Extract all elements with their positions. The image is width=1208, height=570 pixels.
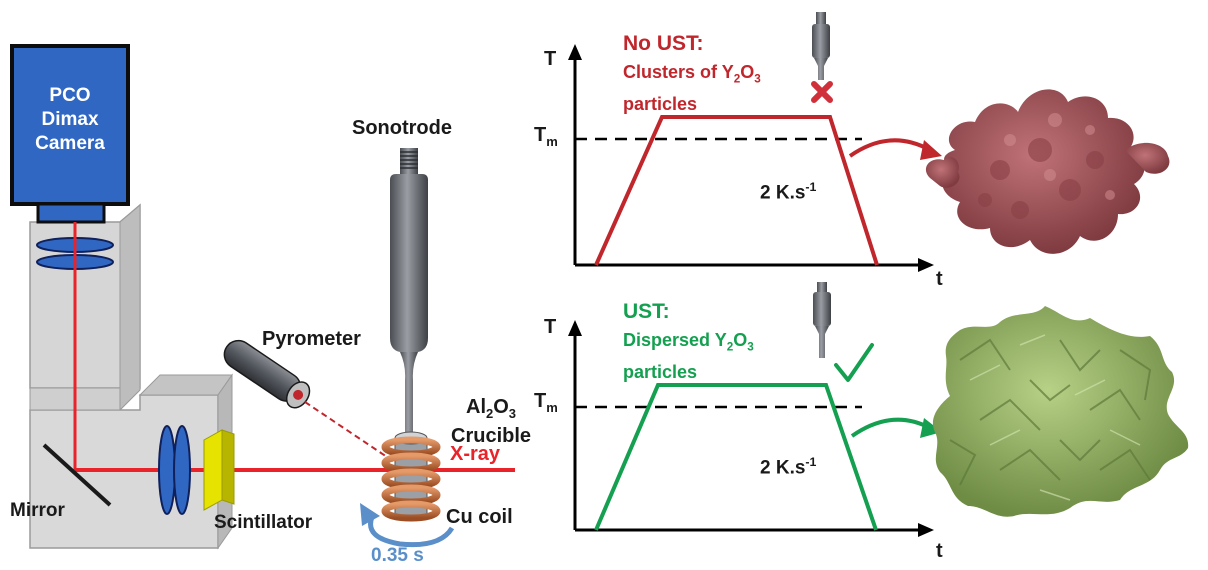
no-ust-cross-icon <box>811 81 833 103</box>
camera-body <box>10 44 130 224</box>
scintillator-label: Scintillator <box>214 512 313 533</box>
top-time-axis-label: t <box>936 268 943 290</box>
cooling-plot-bottom <box>568 320 942 537</box>
y2o3-dispersed-image <box>932 306 1189 517</box>
sonotrode-small-bottom-icon <box>813 282 831 358</box>
crucible-coil-icon <box>381 431 441 522</box>
bottom-rate-label: 2 K.s-1 <box>760 455 817 479</box>
sonotrode-icon <box>390 148 428 438</box>
top-tm-label: Tm <box>534 124 558 149</box>
cooling-plot-top <box>568 44 942 272</box>
sonotrode-small-top-icon <box>812 12 830 80</box>
rotation-label: 0.35 s <box>371 545 424 566</box>
rotation-arrow-icon <box>360 503 455 548</box>
camera-label-line3: Camera <box>35 133 105 154</box>
cu-coil-label: Cu coil <box>446 506 513 528</box>
top-rate-label: 2 K.s-1 <box>760 180 817 204</box>
xray-beam <box>73 222 515 472</box>
mirror-label: Mirror <box>10 500 65 521</box>
bottom-time-axis-label: t <box>936 540 943 562</box>
scintillator-icon <box>203 429 235 511</box>
top-temperature-axis-label: T <box>544 48 557 70</box>
xray-label: X-ray <box>450 443 501 465</box>
ust-check-icon <box>834 343 874 382</box>
ust-title: UST: <box>623 300 670 323</box>
objective-lens-icon <box>158 425 191 515</box>
crucible-label: Al2O3 Crucible <box>451 396 532 447</box>
bottom-temperature-axis-label: T <box>544 316 557 338</box>
pyrometer-sightline <box>304 401 397 464</box>
y2o3-cluster-image <box>925 89 1170 254</box>
no-ust-title: No UST: <box>623 32 704 55</box>
camera-label-line2: Dimax <box>41 109 99 130</box>
ust-description: Dispersed Y2O3 particles <box>623 330 754 382</box>
crucible-word: Crucible <box>451 425 532 447</box>
camera-label-line1: PCO <box>49 85 91 106</box>
pyrometer-icon <box>223 339 311 409</box>
sonotrode-label: Sonotrode <box>352 117 452 139</box>
pyrometer-label: Pyrometer <box>262 328 361 350</box>
mirror-icon <box>42 443 112 507</box>
no-ust-description: Clusters of Y2O3 particles <box>623 62 761 114</box>
bottom-tm-label: Tm <box>534 390 558 415</box>
camera-label: PCO Dimax Camera <box>12 84 128 156</box>
